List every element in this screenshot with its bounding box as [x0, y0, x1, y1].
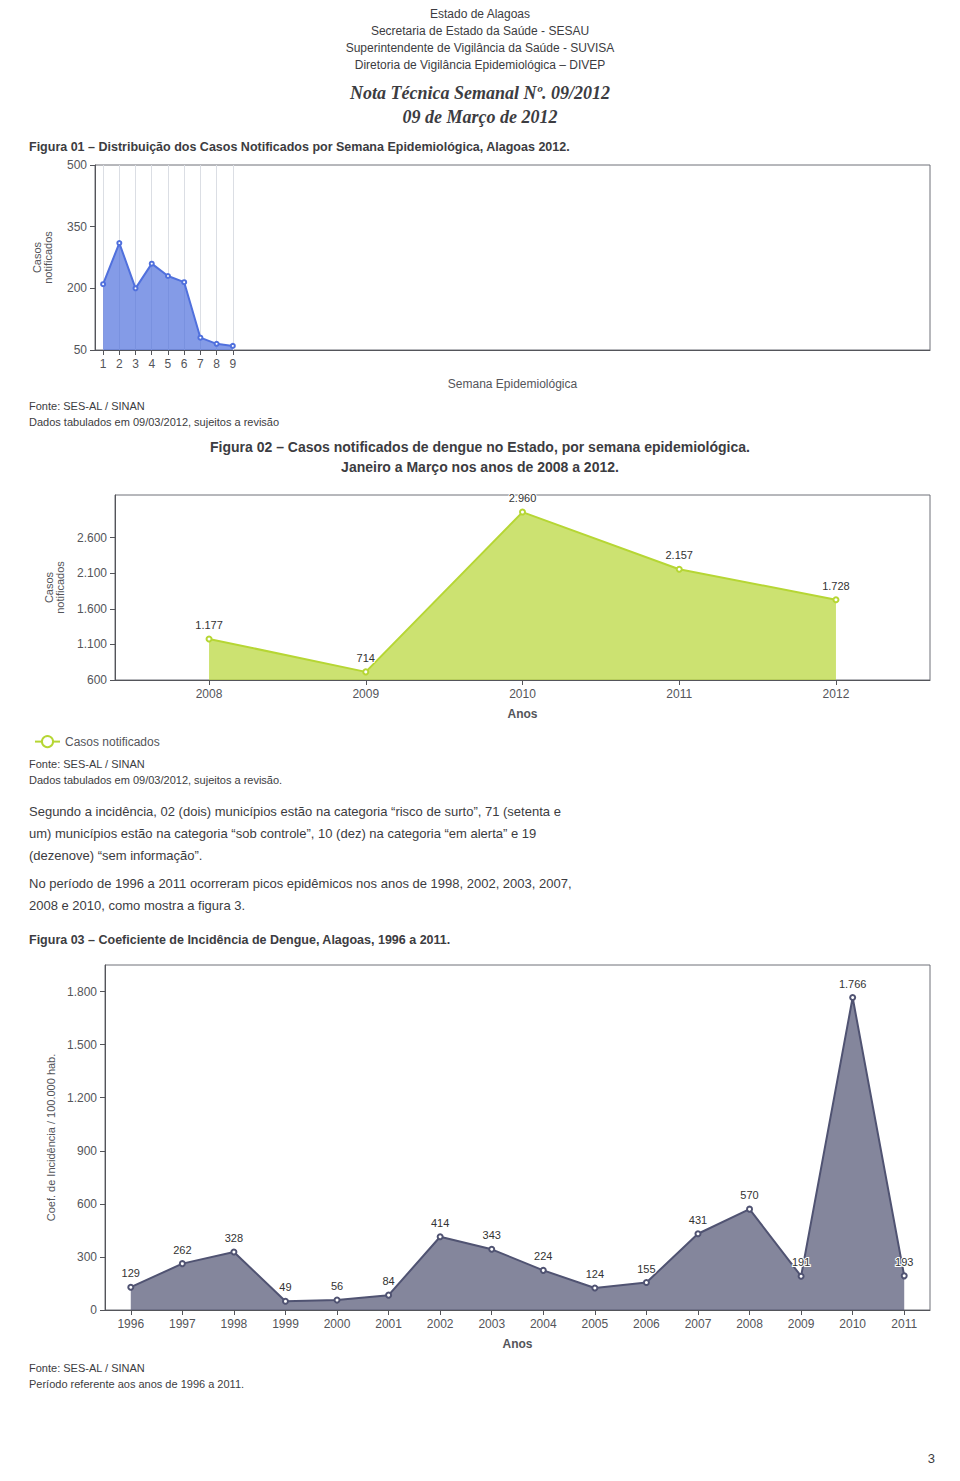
- svg-text:2011: 2011: [891, 1317, 917, 1331]
- svg-text:2009: 2009: [788, 1317, 815, 1331]
- svg-text:Dados tabulados em 09/03/2012,: Dados tabulados em 09/03/2012, sujeitos …: [29, 774, 282, 786]
- svg-text:2008: 2008: [736, 1317, 763, 1331]
- svg-text:2005: 2005: [581, 1317, 608, 1331]
- svg-text:Figura 01 – Distribuição dos C: Figura 01 – Distribuição dos Casos Notif…: [29, 140, 570, 154]
- svg-text:Fonte: SES-AL / SINAN: Fonte: SES-AL / SINAN: [29, 400, 145, 412]
- svg-text:Casos: Casos: [30, 241, 43, 274]
- svg-text:1: 1: [100, 357, 107, 371]
- svg-text:Casos notificados: Casos notificados: [65, 735, 160, 749]
- svg-text:2009: 2009: [352, 687, 379, 701]
- svg-text:1997: 1997: [169, 1317, 196, 1331]
- svg-text:900: 900: [77, 1144, 97, 1158]
- svg-text:Secretaria de Estado da Saúde: Secretaria de Estado da Saúde - SESAU: [371, 24, 589, 38]
- svg-text:No período de 1996 a 2011 ocor: No período de 1996 a 2011 ocorreram pico…: [29, 876, 572, 891]
- svg-text:Segundo a incidência, 02 (dois: Segundo a incidência, 02 (dois) municípi…: [29, 804, 561, 819]
- svg-text:Anos: Anos: [503, 1337, 533, 1351]
- svg-text:2010: 2010: [509, 687, 536, 701]
- svg-text:Coef. de Incidência / 100.000: Coef. de Incidência / 100.000 hab.: [45, 1054, 57, 1222]
- svg-text:Nota Técnica Semanal Nº. 09/20: Nota Técnica Semanal Nº. 09/2012: [349, 83, 610, 103]
- svg-text:2002: 2002: [427, 1317, 454, 1331]
- svg-text:Dados tabulados em 09/03/2012,: Dados tabulados em 09/03/2012, sujeitos …: [29, 416, 279, 428]
- svg-text:50: 50: [74, 343, 88, 357]
- svg-text:2007: 2007: [685, 1317, 712, 1331]
- svg-text:56: 56: [331, 1280, 343, 1292]
- svg-text:2010: 2010: [839, 1317, 866, 1331]
- svg-text:8: 8: [213, 357, 220, 371]
- svg-text:4: 4: [148, 357, 155, 371]
- svg-text:1.600: 1.600: [77, 602, 107, 616]
- svg-text:2008: 2008: [196, 687, 223, 701]
- svg-text:(dezenove) “sem informação”.: (dezenove) “sem informação”.: [29, 848, 202, 863]
- svg-text:2008 e 2010, como mostra a fig: 2008 e 2010, como mostra a figura 3.: [29, 898, 245, 913]
- svg-text:500: 500: [67, 158, 87, 172]
- svg-text:84: 84: [382, 1275, 394, 1287]
- svg-text:714: 714: [357, 652, 375, 664]
- svg-text:570: 570: [740, 1189, 758, 1201]
- svg-text:Figura 02 – Casos notificados: Figura 02 – Casos notificados de dengue …: [210, 439, 750, 455]
- svg-text:262: 262: [173, 1244, 191, 1256]
- svg-text:3: 3: [928, 1451, 935, 1466]
- svg-text:193: 193: [895, 1256, 913, 1268]
- svg-text:350: 350: [67, 220, 87, 234]
- svg-text:300: 300: [77, 1250, 97, 1264]
- svg-text:Janeiro a Março nos anos de 20: Janeiro a Março nos anos de 2008 a 2012.: [341, 459, 619, 475]
- svg-text:09 de Março de 2012: 09 de Março de 2012: [403, 107, 558, 127]
- svg-text:414: 414: [431, 1217, 449, 1229]
- svg-text:2.960: 2.960: [509, 492, 537, 504]
- svg-text:1.728: 1.728: [822, 580, 850, 592]
- svg-text:2000: 2000: [324, 1317, 351, 1331]
- svg-text:2012: 2012: [823, 687, 850, 701]
- svg-text:6: 6: [181, 357, 188, 371]
- svg-text:431: 431: [689, 1214, 707, 1226]
- svg-text:600: 600: [87, 673, 107, 687]
- svg-text:5: 5: [165, 357, 172, 371]
- svg-text:Período referente aos anos de: Período referente aos anos de 1996 a 201…: [29, 1378, 244, 1390]
- svg-text:200: 200: [67, 281, 87, 295]
- svg-text:Fonte: SES-AL / SINAN: Fonte: SES-AL / SINAN: [29, 1362, 145, 1374]
- svg-text:9: 9: [229, 357, 236, 371]
- svg-text:2004: 2004: [530, 1317, 557, 1331]
- svg-text:7: 7: [197, 357, 204, 371]
- svg-text:1.800: 1.800: [67, 985, 97, 999]
- svg-text:2011: 2011: [666, 687, 692, 701]
- svg-text:1999: 1999: [272, 1317, 299, 1331]
- svg-text:Estado de Alagoas: Estado de Alagoas: [430, 7, 530, 21]
- svg-text:notificados: notificados: [54, 561, 66, 614]
- svg-text:2.600: 2.600: [77, 531, 107, 545]
- svg-text:notificados: notificados: [42, 231, 54, 284]
- svg-text:155: 155: [637, 1263, 655, 1275]
- svg-text:2: 2: [116, 357, 123, 371]
- svg-text:328: 328: [225, 1232, 243, 1244]
- svg-text:Superintendente de Vigilância: Superintendente de Vigilância da Saúde -…: [346, 41, 615, 55]
- svg-text:um) municípios estão na catego: um) municípios estão na categoria “sob c…: [29, 826, 536, 841]
- svg-text:49: 49: [279, 1281, 291, 1293]
- svg-text:2.100: 2.100: [77, 566, 107, 580]
- svg-text:Semana Epidemiológica: Semana Epidemiológica: [448, 377, 578, 391]
- svg-text:1996: 1996: [117, 1317, 144, 1331]
- svg-text:1.100: 1.100: [77, 637, 107, 651]
- svg-text:2006: 2006: [633, 1317, 660, 1331]
- svg-text:2001: 2001: [375, 1317, 402, 1331]
- svg-text:1.200: 1.200: [67, 1091, 97, 1105]
- svg-text:Diretoria de Vigilância Epidem: Diretoria de Vigilância Epidemiológica –…: [355, 58, 606, 72]
- svg-text:600: 600: [77, 1197, 97, 1211]
- svg-text:1.500: 1.500: [67, 1038, 97, 1052]
- svg-text:Fonte: SES-AL / SINAN: Fonte: SES-AL / SINAN: [29, 758, 145, 770]
- svg-text:2003: 2003: [478, 1317, 505, 1331]
- svg-text:2.157: 2.157: [665, 549, 693, 561]
- svg-text:1.177: 1.177: [195, 619, 223, 631]
- svg-text:3: 3: [132, 357, 139, 371]
- svg-text:1.766: 1.766: [839, 978, 867, 990]
- svg-text:129: 129: [122, 1267, 140, 1279]
- svg-text:191: 191: [792, 1256, 810, 1268]
- svg-text:Casos: Casos: [42, 571, 55, 604]
- svg-text:Anos: Anos: [508, 707, 538, 721]
- svg-text:343: 343: [483, 1229, 501, 1241]
- svg-text:224: 224: [534, 1250, 552, 1262]
- svg-text:0: 0: [90, 1303, 97, 1317]
- svg-text:1998: 1998: [221, 1317, 248, 1331]
- svg-text:124: 124: [586, 1268, 604, 1280]
- svg-text:Figura 03 – Coeficiente de Inc: Figura 03 – Coeficiente de Incidência de…: [29, 933, 450, 947]
